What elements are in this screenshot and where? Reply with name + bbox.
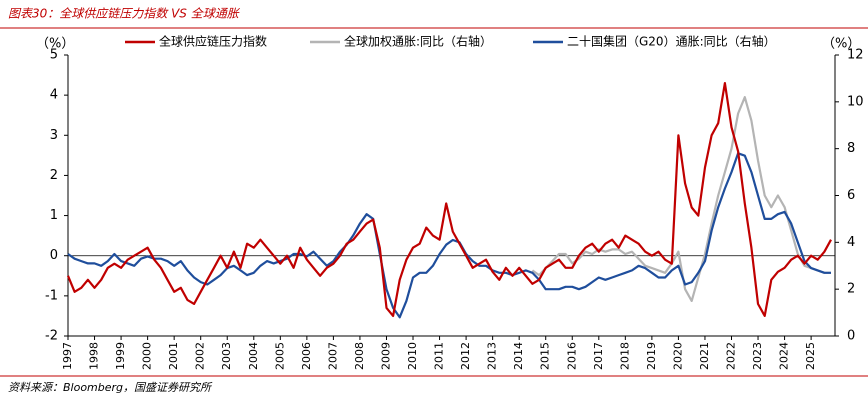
x-tick-label: 2021 <box>698 342 711 370</box>
x-tick-label: 2003 <box>220 342 233 370</box>
x-tick-label: 2010 <box>406 342 419 370</box>
y-tick-label: -2 <box>45 329 58 344</box>
y2-label: （%） <box>822 37 860 52</box>
x-tick-label: 1997 <box>61 342 74 370</box>
legend-label: 全球供应链压力指数 <box>159 34 267 49</box>
x-tick-label: 2013 <box>486 342 499 370</box>
y2-tick-label: 10 <box>847 94 864 109</box>
x-tick-label: 2020 <box>671 342 684 370</box>
series-line <box>531 96 831 302</box>
x-tick-label: 2025 <box>804 342 817 370</box>
y2-tick-label: 2 <box>847 282 855 297</box>
y2-tick-label: 8 <box>847 141 855 156</box>
x-tick-label: 2014 <box>512 342 525 370</box>
legend-label: 全球加权通胀:同比（右轴） <box>344 34 492 49</box>
x-tick-label: 2000 <box>141 342 154 370</box>
series-line <box>66 82 832 317</box>
x-tick-label: 2005 <box>273 342 286 370</box>
x-tick-label: 2004 <box>247 342 260 370</box>
x-tick-label: 2023 <box>751 342 764 370</box>
x-tick-label: 2006 <box>300 342 313 370</box>
x-tick-label: 2019 <box>645 342 658 370</box>
x-tick-label: 2002 <box>194 342 207 370</box>
x-tick-label: 2022 <box>724 342 737 370</box>
y2-tick-label: 0 <box>847 329 855 344</box>
x-tick-label: 2024 <box>778 342 791 370</box>
x-tick-label: 2015 <box>539 342 552 370</box>
series-line <box>67 152 831 319</box>
y-tick-label: 0 <box>50 248 58 263</box>
y-tick-label: 4 <box>50 88 58 103</box>
x-tick-label: 2016 <box>565 342 578 370</box>
x-tick-label: 2009 <box>379 342 392 370</box>
x-tick-label: 2017 <box>592 342 605 370</box>
x-tick-label: 2011 <box>433 342 446 370</box>
y-tick-label: 2 <box>50 168 58 183</box>
chart-title: 图表30：全球供应链压力指数 VS 全球通胀 <box>8 7 241 21</box>
x-tick-label: 1999 <box>114 342 127 370</box>
y-tick-label: 3 <box>50 128 58 143</box>
y2-tick-label: 12 <box>847 48 864 63</box>
y-tick-label: 1 <box>50 208 58 223</box>
y-tick-label: -1 <box>45 288 58 303</box>
source: 资料来源：Bloomberg，国盛证券研究所 <box>8 381 213 394</box>
x-tick-label: 2018 <box>618 342 631 370</box>
x-tick-label: 2007 <box>326 342 339 370</box>
x-tick-label: 2012 <box>459 342 472 370</box>
x-tick-label: 2008 <box>353 342 366 370</box>
legend-label: 二十国集团（G20）通胀:同比（右轴） <box>567 34 776 49</box>
y-tick-label: 5 <box>50 48 58 63</box>
y-label: （%） <box>36 37 74 52</box>
x-tick-label: 2001 <box>167 342 180 370</box>
x-tick-label: 1998 <box>88 342 101 370</box>
y2-tick-label: 6 <box>847 188 855 203</box>
y2-tick-label: 4 <box>847 235 855 250</box>
